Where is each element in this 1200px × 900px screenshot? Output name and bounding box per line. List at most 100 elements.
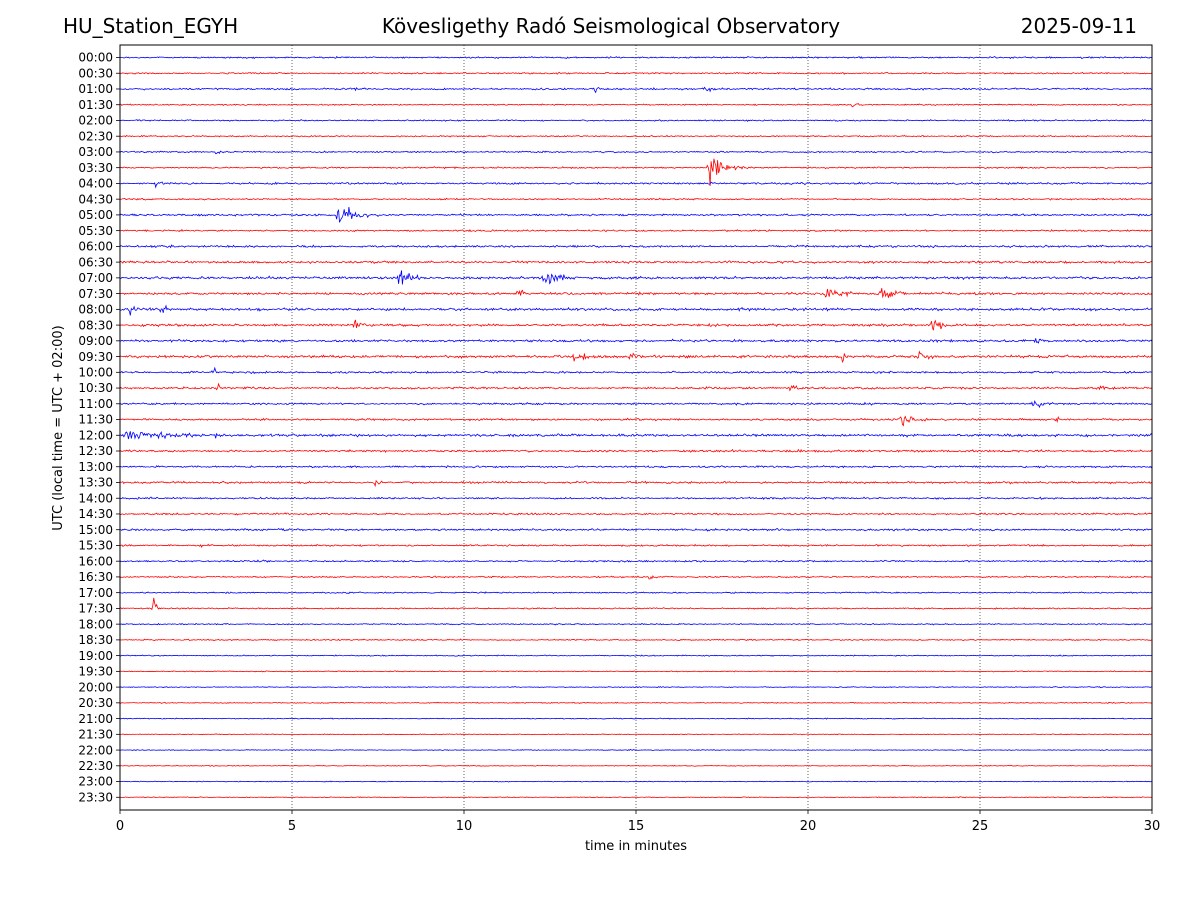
y-tick-label: 14:30 xyxy=(78,507,113,521)
trace-2300 xyxy=(119,780,1153,783)
trace-2200 xyxy=(119,749,1153,752)
y-tick-label: 22:30 xyxy=(78,759,113,773)
x-tick-label: 0 xyxy=(116,819,124,834)
trace-2330 xyxy=(119,796,1153,799)
x-tick-label: 15 xyxy=(628,819,645,834)
y-tick-label: 17:30 xyxy=(78,602,113,616)
y-tick-label: 10:00 xyxy=(78,366,113,380)
y-axis-label: UTC (local time = UTC + 02:00) xyxy=(51,325,66,530)
trace-1400 xyxy=(119,496,1153,500)
trace-1830 xyxy=(119,638,1153,642)
trace-0200 xyxy=(119,119,1153,122)
y-tick-label: 04:30 xyxy=(78,192,113,206)
y-tick-label: 00:00 xyxy=(78,51,113,65)
trace-0630 xyxy=(119,260,1152,265)
y-tick-label: 11:30 xyxy=(78,413,113,427)
y-tick-label: 06:00 xyxy=(78,240,113,254)
y-tick-label: 02:00 xyxy=(78,114,113,128)
trace-1200 xyxy=(119,430,1153,440)
y-tick-label: 23:00 xyxy=(78,775,113,789)
trace-1930 xyxy=(119,670,1153,673)
trace-0000 xyxy=(119,55,1153,60)
trace-0500 xyxy=(119,206,1153,223)
trace-1500 xyxy=(120,527,1153,532)
y-tick-label: 21:00 xyxy=(78,712,113,726)
y-tick-label: 16:30 xyxy=(78,570,113,584)
y-tick-label: 09:30 xyxy=(78,350,113,364)
y-tick-label: 15:30 xyxy=(78,539,113,553)
trace-1130 xyxy=(119,415,1153,427)
y-tick-label: 13:30 xyxy=(78,476,113,490)
trace-1030 xyxy=(119,382,1153,392)
chart-date: 2025-09-11 xyxy=(1020,14,1137,38)
y-tick-label: 22:00 xyxy=(78,743,113,757)
trace-0800 xyxy=(119,304,1153,316)
y-tick-label: 04:00 xyxy=(78,177,113,191)
y-tick-label: 10:30 xyxy=(78,381,113,395)
y-tick-label: 01:00 xyxy=(78,82,113,96)
y-tick-label: 05:30 xyxy=(78,224,113,238)
y-tick-label: 19:00 xyxy=(78,649,113,663)
trace-2130 xyxy=(119,733,1153,736)
y-tick-label: 16:00 xyxy=(78,554,113,568)
y-tick-label: 17:00 xyxy=(78,586,113,600)
trace-2100 xyxy=(119,717,1153,720)
trace-1000 xyxy=(119,366,1153,375)
trace-0330 xyxy=(119,158,1153,186)
trace-0530 xyxy=(119,228,1153,233)
y-tick-label: 07:00 xyxy=(78,271,113,285)
trace-1300 xyxy=(119,465,1153,469)
trace-0830 xyxy=(119,319,1153,331)
trace-0700 xyxy=(119,270,1153,285)
y-tick-label: 05:00 xyxy=(78,208,113,222)
y-tick-label: 20:00 xyxy=(78,680,113,694)
trace-1230 xyxy=(119,448,1153,454)
trace-0100 xyxy=(119,86,1153,94)
y-tick-label: 07:30 xyxy=(78,287,113,301)
y-tick-label: 15:00 xyxy=(78,523,113,537)
y-tick-label: 11:00 xyxy=(78,397,113,411)
trace-1730 xyxy=(119,597,1153,611)
trace-0600 xyxy=(119,244,1153,249)
trace-1700 xyxy=(119,591,1153,595)
y-tick-label: 20:30 xyxy=(78,696,113,710)
trace-0400 xyxy=(119,181,1153,189)
trace-0730 xyxy=(119,288,1153,299)
station-name: HU_Station_EGYH xyxy=(63,14,239,38)
x-tick-label: 25 xyxy=(972,819,989,834)
y-tick-label: 02:30 xyxy=(78,129,113,143)
trace-2230 xyxy=(119,764,1153,767)
y-tick-label: 12:30 xyxy=(78,444,113,458)
y-tick-label: 06:30 xyxy=(78,255,113,269)
y-tick-label: 00:30 xyxy=(78,66,113,80)
trace-2000 xyxy=(119,686,1153,689)
x-tick-label: 10 xyxy=(456,819,473,834)
trace-1630 xyxy=(119,575,1153,580)
trace-1600 xyxy=(119,559,1153,563)
x-tick-label: 30 xyxy=(1144,819,1161,834)
y-tick-label: 08:30 xyxy=(78,318,113,332)
y-tick-label: 23:30 xyxy=(78,790,113,804)
trace-1900 xyxy=(119,654,1153,657)
trace-1330 xyxy=(119,479,1153,488)
x-axis-label: time in minutes xyxy=(585,839,687,854)
trace-2030 xyxy=(119,701,1153,704)
trace-1800 xyxy=(119,622,1153,626)
trace-0900 xyxy=(119,338,1153,344)
y-tick-label: 18:30 xyxy=(78,633,113,647)
y-tick-label: 18:00 xyxy=(78,617,113,631)
trace-0430 xyxy=(119,197,1153,201)
trace-0130 xyxy=(119,103,1153,108)
y-tick-label: 12:00 xyxy=(78,428,113,442)
trace-1530 xyxy=(119,543,1153,548)
y-tick-label: 03:00 xyxy=(78,145,113,159)
y-tick-label: 08:00 xyxy=(78,303,113,317)
y-tick-label: 21:30 xyxy=(78,728,113,742)
y-tick-label: 09:00 xyxy=(78,334,113,348)
trace-0930 xyxy=(119,350,1153,364)
y-tick-label: 03:30 xyxy=(78,161,113,175)
y-tick-label: 14:00 xyxy=(78,491,113,505)
x-tick-label: 5 xyxy=(288,819,296,834)
trace-0300 xyxy=(119,150,1153,155)
